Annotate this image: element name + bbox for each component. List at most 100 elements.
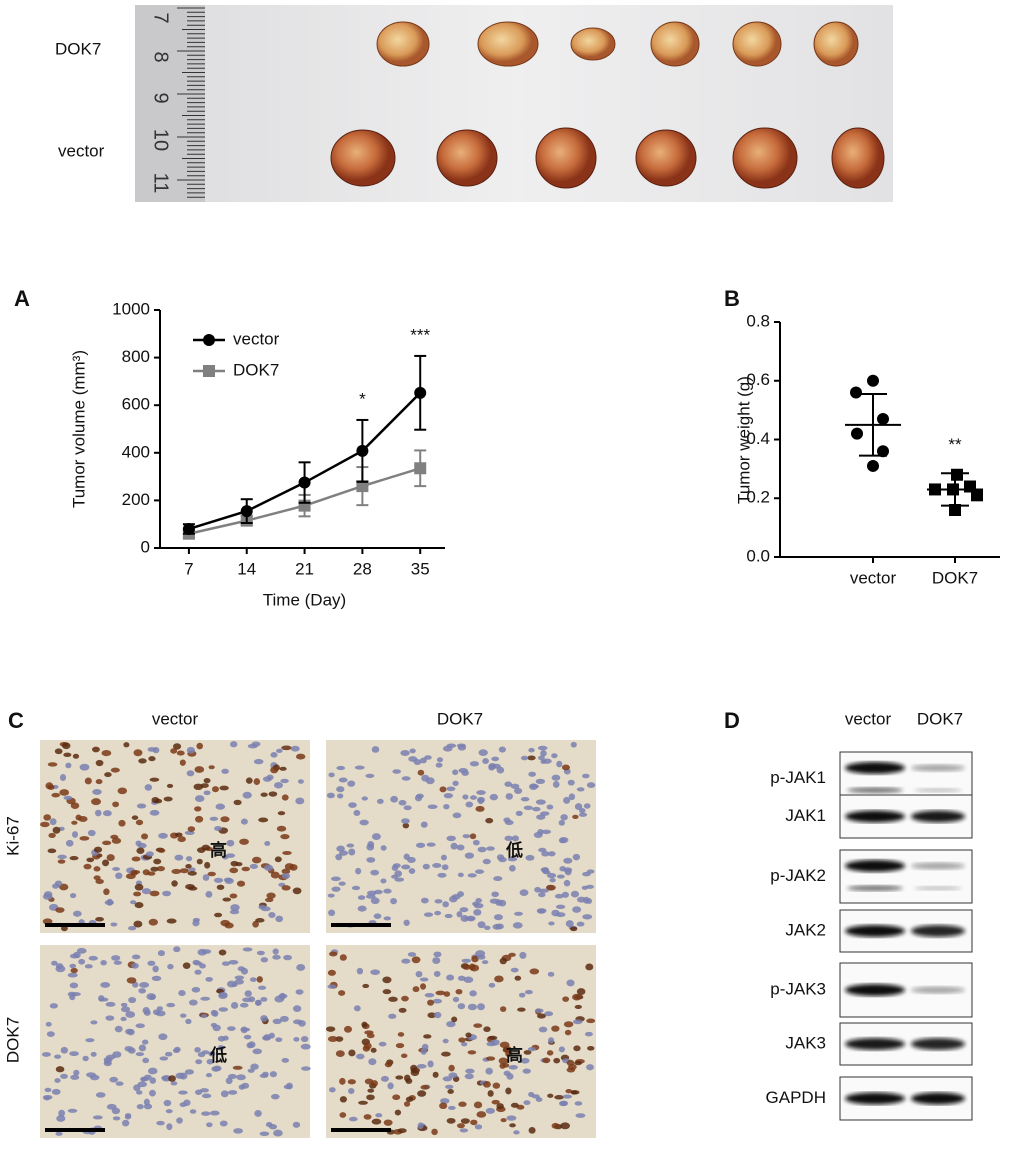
nucleus: [518, 992, 526, 998]
nucleus: [253, 758, 264, 765]
nucleus: [401, 864, 411, 870]
nucleus: [133, 1084, 141, 1092]
nucleus: [136, 803, 147, 809]
nucleus: [573, 1045, 581, 1052]
nucleus: [184, 830, 195, 836]
nucleus: [483, 1026, 491, 1033]
nucleus: [567, 779, 575, 786]
nucleus: [45, 1021, 52, 1027]
nucleus: [235, 861, 243, 867]
nucleus: [216, 884, 225, 890]
nucleus: [585, 963, 594, 971]
nucleus: [101, 750, 112, 757]
nucleus: [380, 878, 387, 884]
nucleus: [65, 839, 74, 847]
nucleus: [94, 809, 102, 817]
nucleus: [336, 765, 346, 771]
nucleus: [366, 857, 376, 863]
nucleus: [564, 1029, 572, 1036]
nucleus: [55, 907, 65, 913]
nucleus: [476, 790, 486, 796]
nucleus: [348, 802, 357, 808]
nucleus: [120, 1002, 128, 1007]
nucleus: [560, 814, 568, 821]
nucleus: [240, 818, 248, 825]
nucleus: [227, 1026, 236, 1031]
nucleus: [211, 1066, 221, 1072]
nucleus: [391, 864, 399, 872]
nucleus: [434, 910, 442, 916]
nucleus: [188, 867, 196, 873]
nucleus: [130, 870, 141, 875]
nucleus: [558, 819, 565, 826]
nucleus: [568, 793, 576, 801]
nucleus: [43, 814, 52, 821]
nucleus: [51, 1088, 61, 1095]
row-label: Ki-67: [3, 816, 22, 856]
nucleus: [164, 1051, 173, 1057]
nucleus: [440, 854, 447, 861]
nucleus: [63, 752, 72, 758]
nucleus: [83, 863, 92, 870]
nucleus: [300, 1043, 311, 1050]
nucleus: [260, 792, 268, 797]
nucleus: [103, 1060, 112, 1067]
nucleus: [451, 893, 461, 900]
significance: *: [359, 389, 366, 408]
nucleus: [572, 993, 582, 1001]
nucleus: [585, 898, 593, 904]
nucleus: [523, 1100, 531, 1106]
nucleus: [115, 872, 123, 880]
nucleus: [214, 912, 223, 918]
nucleus: [217, 1035, 226, 1042]
blot-label: GAPDH: [766, 1088, 826, 1107]
nucleus: [111, 837, 122, 844]
nucleus: [162, 890, 172, 897]
nucleus: [348, 1087, 355, 1095]
nucleus: [264, 864, 274, 871]
nucleus: [259, 1131, 270, 1137]
nucleus: [456, 844, 465, 851]
x-tick-label: DOK7: [932, 568, 978, 587]
nucleus: [419, 977, 429, 982]
blot-label: JAK1: [785, 806, 826, 825]
nucleus: [462, 794, 469, 800]
nucleus: [280, 778, 289, 784]
nucleus: [353, 1005, 361, 1012]
nucleus: [209, 1110, 220, 1116]
nucleus: [241, 866, 251, 872]
nucleus: [373, 913, 382, 919]
nucleus: [148, 918, 158, 926]
nucleus: [115, 1081, 124, 1086]
nucleus: [101, 859, 110, 867]
y-tick-label: 0.4: [746, 429, 770, 448]
nucleus: [499, 957, 507, 965]
nucleus: [401, 776, 411, 781]
nucleus: [509, 1123, 516, 1128]
nucleus: [417, 1090, 427, 1097]
panel-letter: B: [724, 286, 740, 311]
nucleus: [237, 966, 246, 972]
nucleus: [562, 1094, 572, 1099]
nucleus: [343, 1025, 353, 1033]
nucleus: [473, 1023, 483, 1028]
nucleus: [587, 1045, 595, 1051]
nucleus: [507, 856, 518, 862]
nucleus: [230, 1002, 239, 1009]
nucleus: [205, 976, 213, 982]
nucleus: [528, 1126, 536, 1134]
nucleus: [41, 1052, 51, 1057]
nucleus: [54, 748, 63, 755]
nucleus: [143, 1009, 151, 1016]
nucleus: [158, 832, 168, 839]
nucleus: [109, 1076, 119, 1083]
x-axis-label: Time (Day): [263, 590, 346, 609]
nucleus: [138, 1044, 147, 1052]
nucleus: [376, 798, 384, 804]
ruler-label: 9: [150, 92, 172, 103]
nucleus: [290, 745, 300, 752]
nucleus: [452, 996, 460, 1003]
nucleus: [576, 921, 585, 927]
band: [845, 984, 905, 996]
nucleus: [525, 854, 535, 861]
